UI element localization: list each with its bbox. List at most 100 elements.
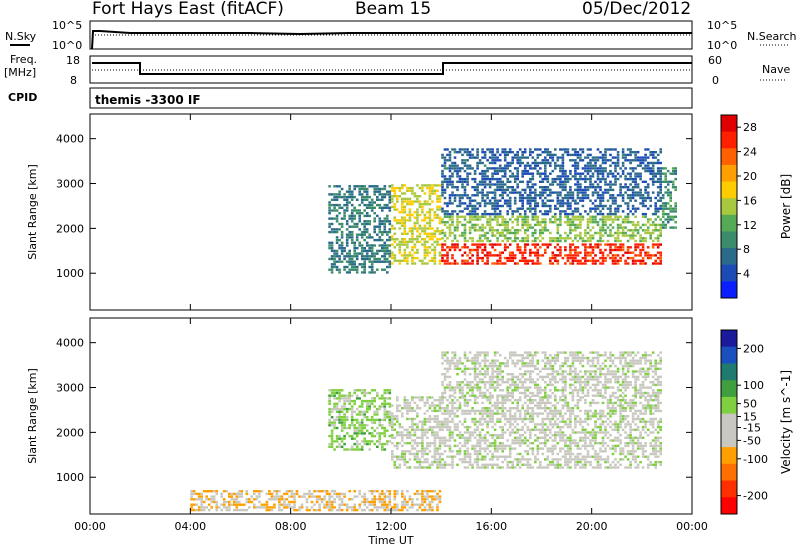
data-cell <box>526 444 530 448</box>
data-cell <box>534 412 537 415</box>
data-cell <box>373 389 376 392</box>
data-cell <box>463 417 467 421</box>
nave-tick-60: 60 <box>708 54 722 67</box>
data-cell <box>463 460 467 464</box>
data-cell <box>453 243 457 246</box>
data-cell <box>406 186 409 190</box>
data-cell <box>634 177 637 181</box>
data-cell <box>574 159 577 162</box>
data-cell <box>355 442 359 446</box>
data-cell <box>483 177 487 181</box>
y-tick-label: 2000 <box>56 222 84 235</box>
data-cell <box>343 265 346 269</box>
data-cell <box>549 210 552 213</box>
data-cell <box>428 463 432 466</box>
data-cell <box>589 251 592 254</box>
data-cell <box>491 458 494 461</box>
data-cell <box>421 186 424 190</box>
data-cell <box>383 442 387 446</box>
data-cell <box>363 214 366 218</box>
data-cell <box>534 191 537 194</box>
data-cell <box>421 452 424 456</box>
data-cell <box>466 175 469 178</box>
data-cell <box>466 439 469 442</box>
data-cell <box>350 434 354 438</box>
data-cell <box>526 221 530 224</box>
data-cell <box>441 256 444 260</box>
data-cell <box>478 172 482 175</box>
data-cell <box>651 450 655 453</box>
data-cell <box>503 243 507 246</box>
data-cell <box>589 444 592 448</box>
data-cell <box>428 216 432 219</box>
data-cell <box>411 407 414 410</box>
data-cell <box>644 425 647 429</box>
data-cell <box>654 237 657 240</box>
data-cell <box>634 246 637 249</box>
data-cell <box>551 458 555 461</box>
data-cell <box>518 415 522 418</box>
data-cell <box>536 237 540 240</box>
data-cell <box>634 401 637 405</box>
data-cell <box>513 458 517 461</box>
data-cell <box>353 260 356 263</box>
data-cell <box>619 243 622 246</box>
data-cell <box>386 220 389 223</box>
data-cell <box>443 463 447 466</box>
data-cell <box>639 409 642 413</box>
data-cell <box>343 394 346 397</box>
data-cell <box>619 458 622 461</box>
data-cell <box>576 223 580 227</box>
data-cell <box>506 237 509 240</box>
data-cell <box>451 218 454 221</box>
data-cell <box>521 434 524 437</box>
data-cell <box>544 191 547 194</box>
data-cell <box>546 199 550 202</box>
data-cell <box>398 466 402 469</box>
data-cell <box>604 425 607 429</box>
data-cell <box>574 161 577 165</box>
data-cell <box>478 412 482 415</box>
data-cell <box>436 466 439 469</box>
data-cell <box>539 234 542 237</box>
data-cell <box>416 415 419 418</box>
data-cell <box>531 175 535 178</box>
data-cell <box>566 180 570 183</box>
data-cell <box>360 201 364 204</box>
data-cell <box>386 249 389 253</box>
data-cell <box>401 205 404 209</box>
data-cell <box>544 434 547 437</box>
data-cell <box>466 194 469 197</box>
data-cell <box>589 199 592 202</box>
data-cell <box>516 218 519 221</box>
data-cell <box>350 236 354 239</box>
data-cell <box>511 210 514 213</box>
data-cell <box>661 207 665 210</box>
data-cell <box>456 452 459 456</box>
data-cell <box>456 180 459 183</box>
data-cell <box>365 410 369 413</box>
data-cell <box>569 207 572 210</box>
data-cell <box>564 404 567 407</box>
data-cell <box>381 187 384 191</box>
data-cell <box>441 248 444 252</box>
y-tick-label: 1000 <box>56 267 84 280</box>
data-cell <box>448 153 452 157</box>
data-cell <box>431 200 434 203</box>
data-cell <box>506 428 509 431</box>
data-cell <box>526 229 530 232</box>
data-cell <box>619 447 622 450</box>
data-cell <box>589 167 592 170</box>
data-cell <box>438 232 442 235</box>
data-cell <box>335 195 339 199</box>
data-cell <box>486 159 489 162</box>
data-cell <box>659 444 662 448</box>
data-cell <box>559 148 562 151</box>
data-cell <box>421 420 424 423</box>
data-cell <box>596 259 600 262</box>
data-cell <box>651 229 655 232</box>
data-cell <box>456 463 459 466</box>
data-cell <box>373 185 376 188</box>
data-cell <box>659 175 662 178</box>
data-cell <box>471 239 474 243</box>
